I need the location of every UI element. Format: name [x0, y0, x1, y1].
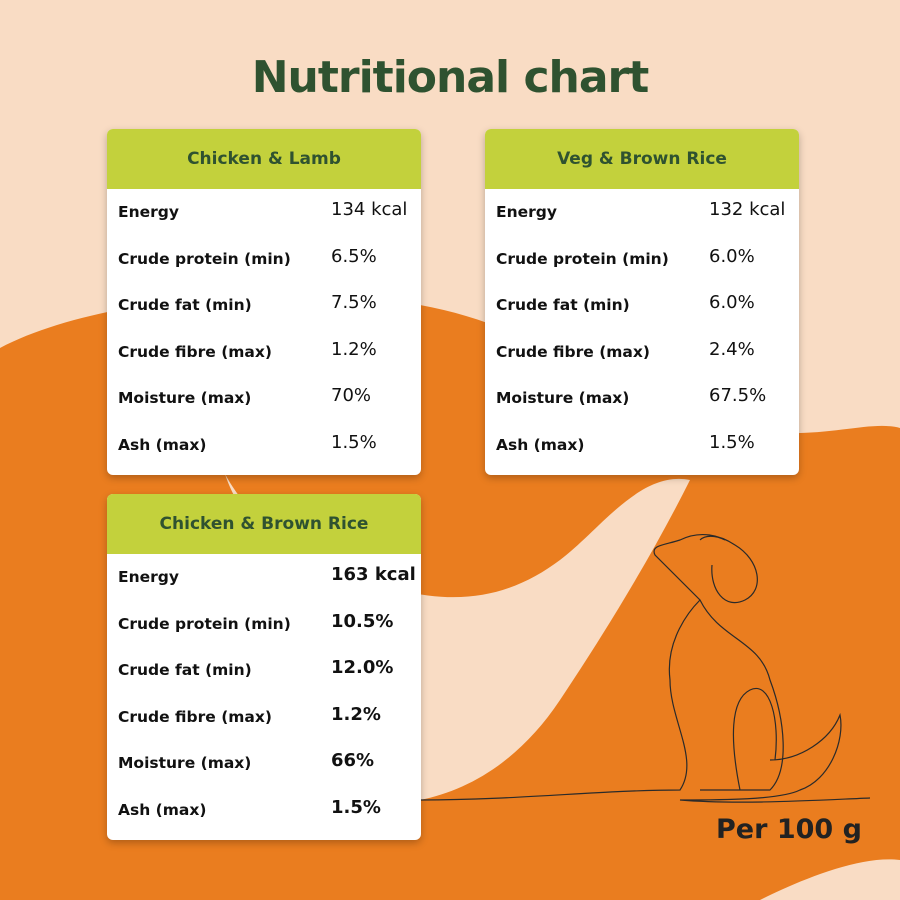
title: Nutritional chart: [251, 52, 650, 103]
nutrient-row: Crude fat (min) 7.5%: [107, 282, 421, 329]
nutrient-row: Ash (max) 1.5%: [107, 422, 421, 469]
nutrient-label: Crude protein (min): [118, 249, 291, 268]
nutrition-card: Chicken & Brown Rice Energy 163 kcal Crude …: [107, 494, 421, 840]
nutrient-label: Energy: [118, 568, 179, 586]
nutrition-card: Chicken & Lamb Energy 134 kcal Crude protei…: [107, 129, 421, 475]
card-header: Chicken & Brown Rice: [107, 494, 421, 554]
nutrient-row: Moisture (max) 66%: [107, 740, 421, 787]
nutrient-label: Crude fibre (max): [118, 342, 272, 361]
card-body: Energy 134 kcal Crude protein (min) 6.5% Cru…: [107, 189, 421, 475]
nutrition-card: Veg & Brown Rice Energy 132 kcal Crude prot…: [485, 129, 799, 475]
nutrient-value: 12.0%: [331, 657, 394, 679]
nutrient-row: Crude fibre (max) 2.4%: [485, 329, 799, 376]
nutrient-value: 163 kcal: [331, 564, 416, 585]
nutrient-row: Crude fat (min) 12.0%: [107, 647, 421, 694]
nutrient-row: Moisture (max) 67.5%: [485, 375, 799, 422]
nutrient-label: Crude fibre (max): [118, 707, 272, 726]
nutrient-label: Ash (max): [496, 435, 585, 454]
nutrient-label: Moisture (max): [118, 754, 252, 773]
nutrient-label: Energy: [118, 203, 179, 221]
nutrient-label: Crude protein (min): [496, 249, 669, 268]
nutrient-label: Crude protein (min): [118, 614, 291, 633]
nutrient-row: Crude protein (min) 6.5%: [107, 236, 421, 283]
nutrient-label: Ash (max): [118, 800, 207, 819]
nutrient-label: Crude fibre (max): [496, 342, 650, 361]
nutrient-row: Crude protein (min) 6.0%: [485, 236, 799, 283]
nutrient-value: 6.0%: [709, 292, 755, 314]
nutrient-value: 1.5%: [331, 431, 377, 453]
nutrient-value: 6.5%: [331, 245, 377, 267]
nutrient-row: Moisture (max) 70%: [107, 375, 421, 422]
nutrient-row: Energy 134 kcal: [107, 189, 421, 236]
nutrient-label: Ash (max): [118, 435, 207, 454]
card-header: Chicken & Lamb: [107, 129, 421, 189]
nutrient-value: 70%: [331, 385, 372, 407]
nutrient-value: 1.5%: [331, 796, 381, 818]
nutrient-label: Moisture (max): [496, 389, 630, 408]
nutrient-value: 1.2%: [331, 703, 381, 725]
nutrient-value: 2.4%: [709, 338, 755, 360]
nutrient-row: Energy 163 kcal: [107, 554, 421, 601]
nutrient-label: Crude fat (min): [118, 661, 252, 680]
nutrient-value: 134 kcal: [331, 199, 408, 220]
nutrient-row: Ash (max) 1.5%: [485, 422, 799, 469]
nutrient-label: Energy: [496, 203, 557, 221]
footer: Per 100 g: [716, 814, 862, 845]
nutrient-row: Crude fat (min) 6.0%: [485, 282, 799, 329]
nutrient-value: 67.5%: [709, 385, 767, 407]
peach-corner: [760, 859, 900, 900]
nutrient-value: 7.5%: [331, 292, 377, 314]
peach-wave: [225, 474, 690, 800]
card-body: Energy 132 kcal Crude protein (min) 6.0% Cru…: [485, 189, 799, 475]
card-header: Veg & Brown Rice: [485, 129, 799, 189]
nutrient-value: 1.5%: [709, 431, 755, 453]
nutrient-value: 6.0%: [709, 245, 755, 267]
nutrient-value: 132 kcal: [709, 199, 786, 220]
nutrient-row: Energy 132 kcal: [485, 189, 799, 236]
nutrient-row: Ash (max) 1.5%: [107, 787, 421, 834]
card-body: Energy 163 kcal Crude protein (min) 10.5% Cr…: [107, 554, 421, 840]
nutrient-label: Moisture (max): [118, 389, 252, 408]
dog-outline: [419, 533, 871, 803]
nutrient-label: Crude fat (min): [118, 296, 252, 315]
nutrient-row: Crude fibre (max) 1.2%: [107, 329, 421, 376]
nutrient-value: 66%: [331, 750, 375, 772]
nutrient-value: 10.5%: [331, 610, 394, 632]
nutrient-row: Crude fibre (max) 1.2%: [107, 694, 421, 741]
nutrient-value: 1.2%: [331, 338, 377, 360]
nutrient-label: Crude fat (min): [496, 296, 630, 315]
nutrient-row: Crude protein (min) 10.5%: [107, 601, 421, 648]
